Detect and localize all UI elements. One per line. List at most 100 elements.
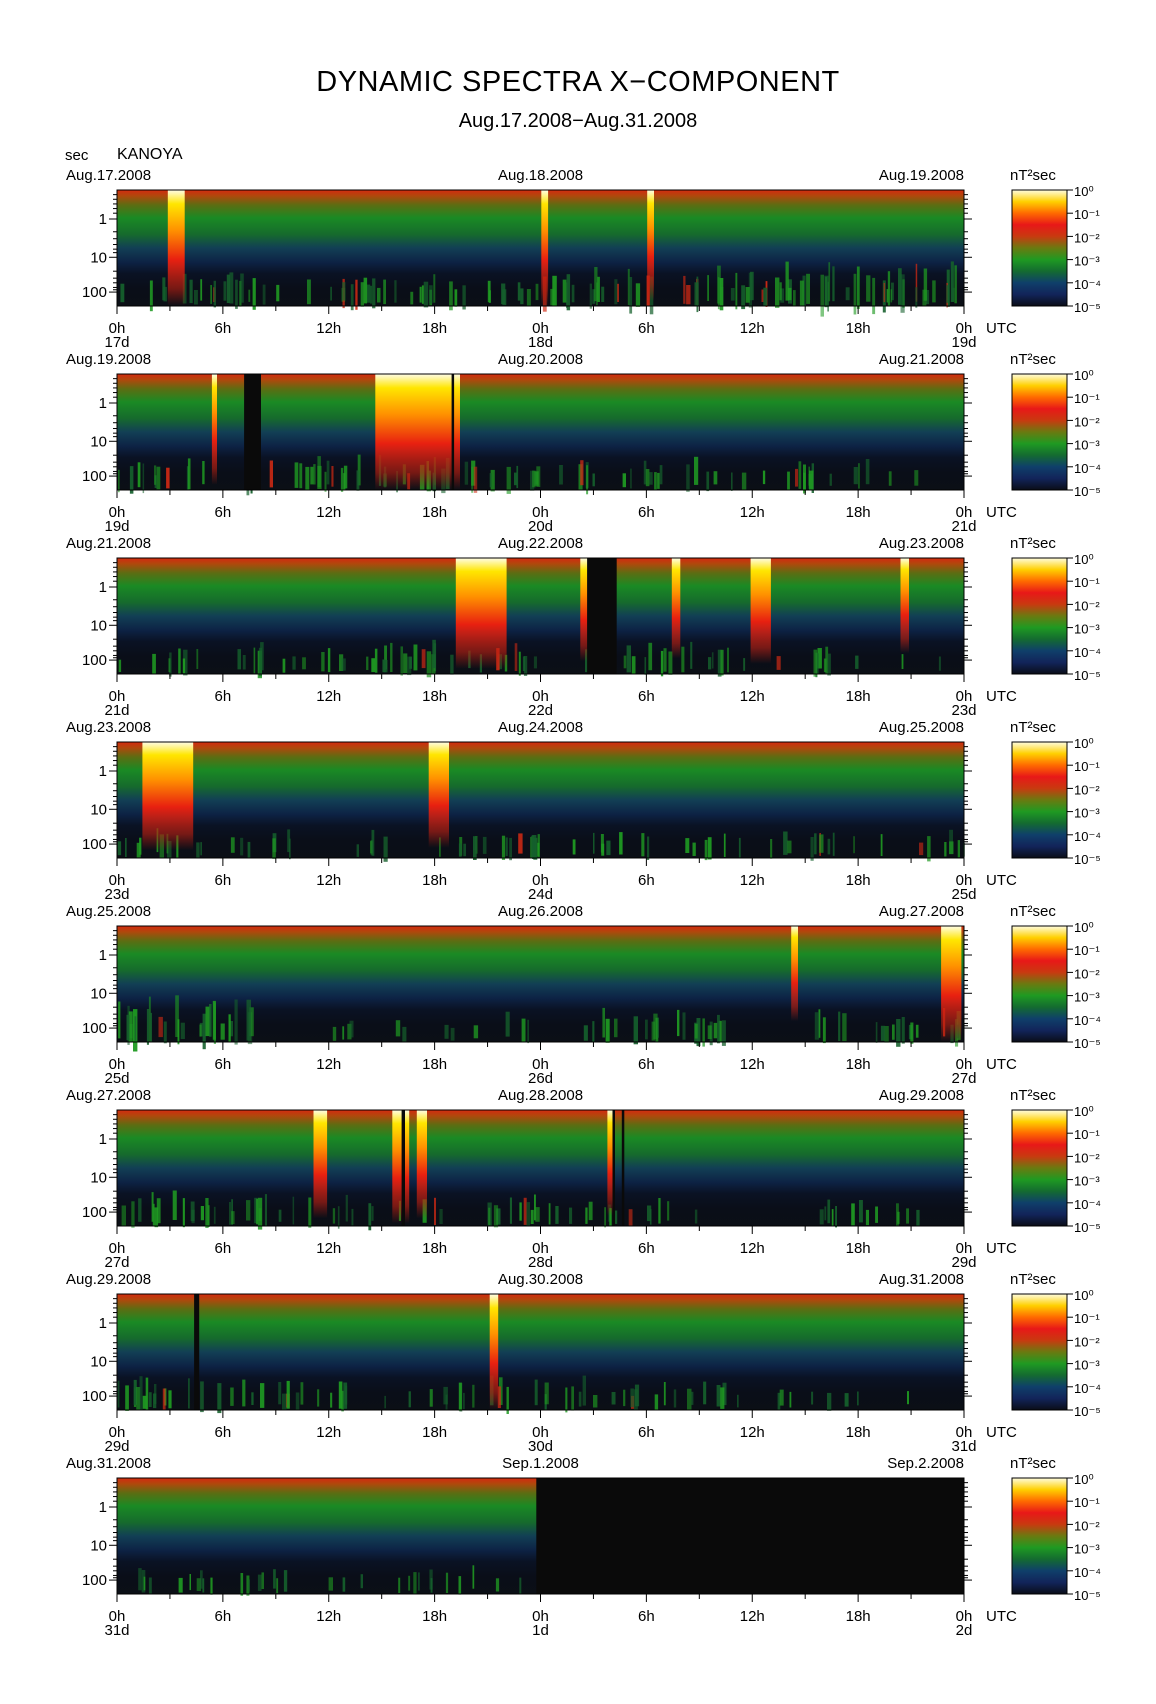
activity-streak — [910, 1022, 914, 1044]
activity-streak — [691, 1391, 694, 1405]
activity-streak — [394, 280, 397, 303]
activity-streak — [205, 1198, 209, 1228]
activity-streak — [865, 1209, 869, 1226]
activity-streak — [282, 658, 286, 673]
activity-streak — [519, 1577, 522, 1594]
colorbar-tick-label: 10⁻⁴ — [1074, 645, 1101, 660]
activity-streak — [154, 465, 157, 485]
data-gap — [536, 1478, 964, 1594]
x-tick-label: 12h — [316, 872, 341, 889]
colorbar-tick-label: 10⁻⁵ — [1074, 1036, 1101, 1051]
activity-streak — [207, 1205, 210, 1227]
activity-streak — [514, 472, 518, 486]
activity-streak — [246, 1200, 251, 1221]
date-label-mid: Aug.20.2008 — [498, 351, 583, 368]
colorbar-tick-label: 10⁰ — [1074, 1288, 1094, 1303]
activity-streak — [957, 840, 960, 858]
activity-streak — [915, 1024, 919, 1038]
activity-streak — [273, 1569, 276, 1589]
activity-streak — [875, 1022, 878, 1043]
activity-streak — [533, 837, 538, 860]
activity-streak — [317, 1389, 320, 1407]
activity-streak — [317, 456, 321, 488]
burst-event — [211, 374, 217, 485]
activity-streak — [505, 837, 508, 856]
x-tick-label: 0h — [532, 1240, 549, 1257]
activity-streak — [641, 833, 645, 857]
activity-streak — [900, 274, 905, 313]
day-label: 30d — [528, 1438, 553, 1455]
activity-streak — [532, 470, 536, 488]
activity-streak — [717, 265, 721, 304]
activity-streak — [799, 280, 804, 307]
day-label: 2d — [956, 1622, 973, 1639]
activity-streak — [634, 1384, 640, 1407]
x-tick-label: 6h — [215, 1608, 232, 1625]
activity-streak — [345, 1194, 348, 1222]
activity-streak — [490, 469, 495, 492]
activity-streak — [402, 1026, 407, 1042]
x-tick-label: 6h — [638, 688, 655, 705]
data-gap — [621, 1110, 625, 1226]
activity-streak — [501, 283, 506, 305]
colorbar-tick-label: 10⁻³ — [1074, 1542, 1100, 1557]
activity-streak — [686, 285, 691, 305]
activity-streak — [604, 1207, 606, 1228]
activity-streak — [196, 842, 200, 859]
activity-streak — [950, 261, 954, 302]
colorbar-tick-label: 10⁻² — [1074, 414, 1100, 429]
activity-streak — [148, 1577, 152, 1595]
activity-streak — [287, 829, 291, 853]
x-tick-label: 6h — [215, 1240, 232, 1257]
x-unit-label: UTC — [986, 1056, 1017, 1073]
activity-streak — [627, 268, 630, 305]
activity-streak — [526, 1202, 530, 1226]
activity-streak — [614, 1018, 618, 1038]
activity-streak — [229, 272, 234, 304]
activity-streak — [619, 832, 623, 855]
activity-streak — [594, 267, 598, 302]
date-label-mid: Aug.28.2008 — [498, 1087, 583, 1104]
activity-streak — [257, 1574, 262, 1591]
colorbar — [1011, 189, 1068, 307]
activity-streak — [136, 1387, 141, 1411]
activity-streak — [880, 834, 883, 856]
activity-streak — [780, 288, 785, 303]
x-tick-label: 0h — [109, 688, 126, 705]
burst-event — [167, 190, 185, 306]
activity-streak — [891, 282, 894, 301]
x-tick-label: 0h — [956, 1240, 973, 1257]
activity-streak — [371, 658, 376, 673]
x-tick-label: 12h — [316, 504, 341, 521]
activity-streak — [299, 463, 303, 489]
colorbar-unit-label: nT²sec — [1010, 903, 1056, 920]
activity-streak — [292, 1196, 295, 1225]
activity-streak — [509, 837, 512, 861]
activity-streak — [169, 652, 172, 677]
colorbar-tick-label: 10⁻¹ — [1074, 575, 1100, 590]
activity-streak — [151, 1192, 154, 1222]
x-tick-label: 0h — [956, 1608, 973, 1625]
x-tick-label: 6h — [638, 1608, 655, 1625]
x-unit-label: UTC — [986, 320, 1017, 337]
activity-streak — [118, 1001, 121, 1039]
activity-streak — [694, 282, 699, 306]
activity-streak — [356, 470, 360, 491]
activity-streak — [149, 280, 153, 312]
activity-streak — [248, 1579, 250, 1592]
activity-streak — [592, 473, 595, 487]
activity-streak — [443, 1386, 448, 1405]
activity-streak — [944, 842, 947, 857]
date-label-right: Aug.19.2008 — [879, 167, 964, 184]
activity-streak — [835, 1206, 837, 1228]
data-gap — [194, 1294, 200, 1410]
date-label-left: Aug.29.2008 — [66, 1271, 151, 1288]
activity-streak — [488, 290, 491, 303]
activity-streak — [426, 651, 432, 678]
activity-streak — [704, 839, 708, 861]
activity-streak — [523, 656, 528, 676]
activity-streak — [657, 1017, 659, 1038]
x-tick-label: 18h — [422, 1608, 447, 1625]
activity-streak — [521, 1018, 526, 1042]
colorbar-tick-label: 10⁻⁵ — [1074, 1404, 1101, 1419]
